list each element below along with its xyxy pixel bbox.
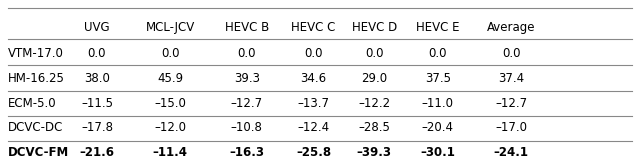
Text: VTM-17.0: VTM-17.0 (8, 47, 63, 60)
Text: 29.0: 29.0 (361, 72, 387, 85)
Text: 0.0: 0.0 (88, 47, 106, 60)
Text: ECM-5.0: ECM-5.0 (8, 97, 56, 110)
Text: DCVC-DC: DCVC-DC (8, 121, 63, 134)
Text: –11.0: –11.0 (422, 97, 454, 110)
Text: 37.4: 37.4 (498, 72, 524, 85)
Text: 37.5: 37.5 (425, 72, 451, 85)
Text: –12.7: –12.7 (230, 97, 263, 110)
Text: –28.5: –28.5 (358, 121, 390, 134)
Text: HM-16.25: HM-16.25 (8, 72, 65, 85)
Text: –30.1: –30.1 (420, 146, 455, 159)
Text: –17.8: –17.8 (81, 121, 113, 134)
Text: –11.5: –11.5 (81, 97, 113, 110)
Text: 0.0: 0.0 (305, 47, 323, 60)
Text: –10.8: –10.8 (231, 121, 262, 134)
Text: MCL-JCV: MCL-JCV (146, 21, 195, 34)
Text: –39.3: –39.3 (356, 146, 392, 159)
Text: HEVC C: HEVC C (291, 21, 336, 34)
Text: 0.0: 0.0 (161, 47, 179, 60)
Text: 34.6: 34.6 (301, 72, 326, 85)
Text: Average: Average (487, 21, 536, 34)
Text: –16.3: –16.3 (229, 146, 264, 159)
Text: 0.0: 0.0 (237, 47, 256, 60)
Text: UVG: UVG (84, 21, 110, 34)
Text: HEVC D: HEVC D (351, 21, 397, 34)
Text: 0.0: 0.0 (502, 47, 520, 60)
Text: 38.0: 38.0 (84, 72, 110, 85)
Text: –11.4: –11.4 (153, 146, 188, 159)
Text: 0.0: 0.0 (365, 47, 383, 60)
Text: HEVC B: HEVC B (225, 21, 269, 34)
Text: –12.0: –12.0 (154, 121, 186, 134)
Text: DCVC-FM: DCVC-FM (8, 146, 69, 159)
Text: –12.7: –12.7 (495, 97, 527, 110)
Text: –24.1: –24.1 (493, 146, 529, 159)
Text: 39.3: 39.3 (234, 72, 260, 85)
Text: HEVC E: HEVC E (416, 21, 460, 34)
Text: –25.8: –25.8 (296, 146, 331, 159)
Text: –15.0: –15.0 (154, 97, 186, 110)
Text: –12.4: –12.4 (298, 121, 330, 134)
Text: 0.0: 0.0 (429, 47, 447, 60)
Text: 45.9: 45.9 (157, 72, 183, 85)
Text: –13.7: –13.7 (298, 97, 330, 110)
Text: –17.0: –17.0 (495, 121, 527, 134)
Text: –20.4: –20.4 (422, 121, 454, 134)
Text: –21.6: –21.6 (79, 146, 115, 159)
Text: –12.2: –12.2 (358, 97, 390, 110)
